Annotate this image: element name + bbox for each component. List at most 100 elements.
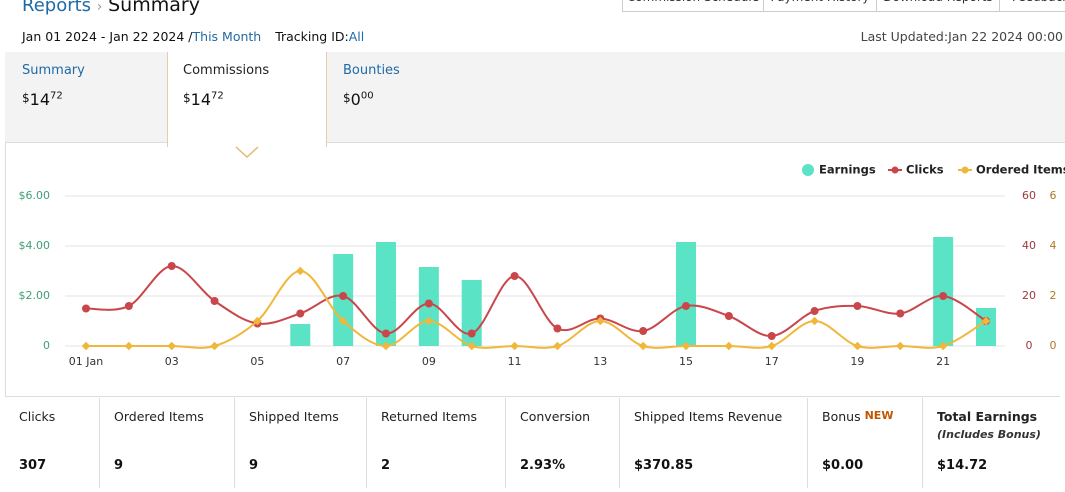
tracking-label: Tracking ID:	[275, 29, 349, 44]
stat-value: $370.85	[634, 458, 694, 473]
point	[167, 262, 176, 270]
tab-amount: $1472	[22, 90, 63, 109]
bar	[933, 237, 954, 346]
tracking-link[interactable]: All	[348, 29, 365, 44]
stat-value: 2	[381, 458, 391, 473]
legend-swatch	[961, 166, 969, 174]
stat: Total Earnings (Includes Bonus) $14.72	[923, 398, 1060, 488]
legend-label: Ordered Items	[976, 163, 1065, 177]
point	[82, 304, 90, 313]
point	[382, 329, 390, 338]
point	[810, 316, 819, 326]
stat-value: 2.93%	[520, 458, 566, 473]
point	[296, 266, 305, 276]
stat-label: Shipped Items Revenue	[634, 409, 782, 424]
point	[896, 309, 905, 318]
x-tick-label: 05	[250, 355, 264, 368]
tick-label: 20	[1022, 289, 1036, 302]
point	[853, 341, 862, 351]
whole: 14	[190, 90, 211, 109]
x-tick-label: 19	[850, 355, 864, 368]
stat: Conversion 2.93%	[506, 398, 620, 488]
point	[810, 307, 819, 315]
tick-label: 6	[1050, 189, 1057, 202]
tab-label[interactable]: Bounties	[343, 63, 400, 78]
x-tick-label: 11	[508, 355, 522, 368]
period-link[interactable]: This Month	[192, 29, 262, 44]
point	[296, 309, 305, 318]
point	[638, 341, 648, 351]
stat-note: (Includes Bonus)	[937, 428, 1041, 441]
legend-swatch	[802, 164, 814, 176]
stat-label: Shipped Items	[249, 409, 339, 424]
legend-label: Earnings	[819, 163, 876, 177]
point	[467, 329, 476, 338]
panel-border	[5, 142, 6, 397]
point	[981, 316, 991, 326]
stat-value: 9	[114, 458, 124, 473]
legend-swatch	[891, 166, 899, 174]
tick-label: 0	[1050, 339, 1057, 352]
active-tab[interactable]	[167, 52, 327, 147]
tab-label[interactable]: Commissions	[183, 63, 270, 78]
legend-item: Ordered Items	[958, 163, 1065, 177]
stat-label: Conversion	[520, 409, 590, 424]
point	[553, 324, 562, 333]
stats-border	[5, 396, 1060, 397]
tick-label: $2.00	[19, 289, 51, 302]
currency: $	[22, 91, 30, 105]
currency: $	[343, 91, 351, 105]
stat-value: $14.72	[937, 458, 988, 473]
point	[210, 297, 219, 305]
tab-amount: $1472	[183, 90, 224, 109]
badge: NEW	[864, 409, 894, 422]
point	[81, 341, 91, 351]
stat-label-text: Shipped Items Revenue	[634, 409, 783, 424]
stat-value: $0.00	[822, 458, 864, 473]
point	[853, 302, 862, 310]
tick-label: 4	[1050, 239, 1057, 252]
point	[681, 341, 691, 351]
stat-label-text: Conversion	[520, 409, 591, 424]
tick-label: 0	[43, 339, 50, 352]
stat-label: Total Earnings	[937, 409, 1037, 424]
legend-label: Clicks	[906, 163, 944, 177]
point	[167, 341, 176, 351]
bar	[976, 308, 996, 346]
breadcrumb-link[interactable]: Reports	[22, 0, 92, 16]
point	[553, 341, 562, 351]
stat-label: Returned Items	[381, 409, 477, 424]
point	[339, 292, 348, 300]
point	[510, 272, 519, 280]
stat-label-text: Clicks	[19, 409, 56, 424]
point	[338, 316, 348, 326]
stat: Bonus NEW $0.00	[808, 398, 923, 488]
stat: Returned Items 2	[367, 398, 506, 488]
point	[724, 341, 734, 351]
point	[210, 341, 219, 351]
point	[767, 341, 776, 351]
line	[85, 264, 987, 338]
button[interactable]: Feedback	[999, 0, 1065, 12]
stat-label: Ordered Items	[114, 409, 204, 424]
tick-label: $4.00	[19, 239, 51, 252]
stat-label: Clicks	[19, 409, 55, 424]
point	[639, 327, 648, 335]
bar	[676, 242, 696, 346]
tab-amount: $000	[343, 90, 374, 109]
tab-label[interactable]: Summary	[22, 63, 85, 78]
point	[896, 341, 905, 351]
point	[381, 341, 391, 351]
cents: 00	[360, 90, 374, 102]
legend-item: Clicks	[888, 163, 944, 177]
bar	[376, 242, 396, 346]
whole: 14	[29, 90, 50, 109]
stat-label-text: Shipped Items	[249, 409, 339, 424]
tick-label: 40	[1022, 239, 1036, 252]
legend-item: Earnings	[802, 163, 876, 177]
bar	[290, 324, 311, 346]
currency: $	[183, 91, 191, 105]
breadcrumb-current: Summary	[108, 0, 200, 16]
point	[424, 316, 434, 326]
